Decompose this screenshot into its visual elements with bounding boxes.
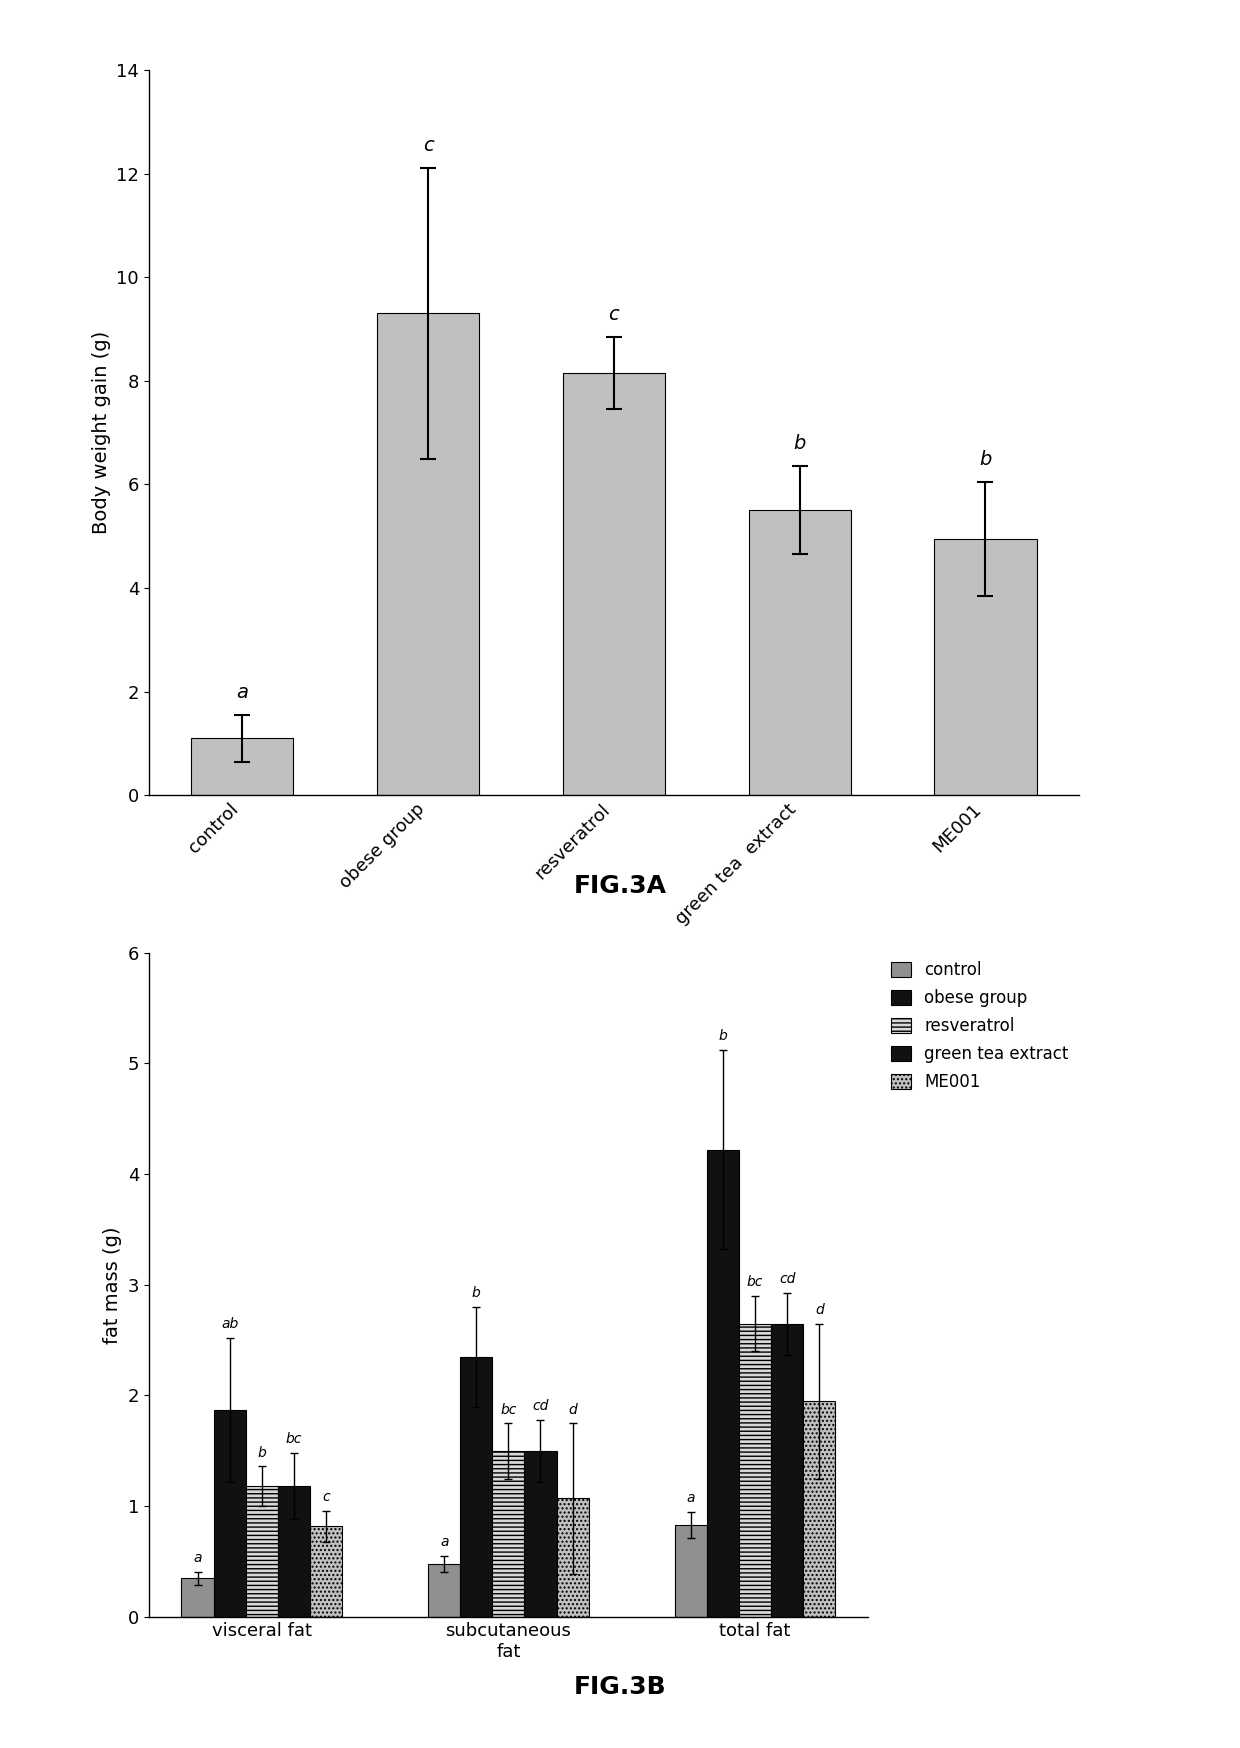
Text: cd: cd <box>779 1273 795 1287</box>
Text: a: a <box>440 1535 449 1549</box>
Text: a: a <box>687 1491 696 1505</box>
Text: c: c <box>322 1489 330 1503</box>
Text: d: d <box>568 1402 577 1416</box>
Y-axis label: fat mass (g): fat mass (g) <box>103 1225 122 1344</box>
Bar <box>428 1564 460 1617</box>
Text: c: c <box>609 304 619 323</box>
Text: b: b <box>980 449 992 468</box>
Bar <box>492 1451 525 1617</box>
Y-axis label: Body weight gain (g): Body weight gain (g) <box>92 330 110 535</box>
Bar <box>739 1323 771 1617</box>
Bar <box>377 313 479 795</box>
Text: ab: ab <box>221 1318 238 1332</box>
Bar <box>934 538 1037 795</box>
Text: b: b <box>258 1446 267 1460</box>
Bar <box>181 1578 213 1617</box>
Bar <box>246 1486 278 1617</box>
Bar <box>525 1451 557 1617</box>
Text: b: b <box>794 434 806 453</box>
Text: bc: bc <box>500 1402 517 1416</box>
Bar <box>563 372 665 795</box>
Text: a: a <box>193 1550 202 1564</box>
Text: d: d <box>815 1302 823 1316</box>
Bar <box>310 1526 342 1617</box>
Text: bc: bc <box>746 1276 764 1290</box>
Text: FIG.3B: FIG.3B <box>574 1675 666 1699</box>
Legend: control, obese group, resveratrol, green tea extract, ME001: control, obese group, resveratrol, green… <box>890 961 1069 1091</box>
Bar <box>191 738 294 795</box>
Bar <box>707 1150 739 1617</box>
Text: c: c <box>423 136 433 156</box>
Text: b: b <box>719 1030 728 1044</box>
Bar <box>213 1411 246 1617</box>
Bar <box>460 1356 492 1617</box>
Text: cd: cd <box>532 1398 548 1412</box>
Text: FIG.3A: FIG.3A <box>573 874 667 898</box>
Bar <box>675 1524 707 1617</box>
Bar <box>771 1323 804 1617</box>
Text: bc: bc <box>285 1432 301 1446</box>
Bar <box>749 510 851 795</box>
Bar <box>804 1402 836 1617</box>
Text: b: b <box>472 1287 481 1301</box>
Bar <box>557 1498 589 1617</box>
Text: a: a <box>236 683 248 703</box>
Bar <box>278 1486 310 1617</box>
